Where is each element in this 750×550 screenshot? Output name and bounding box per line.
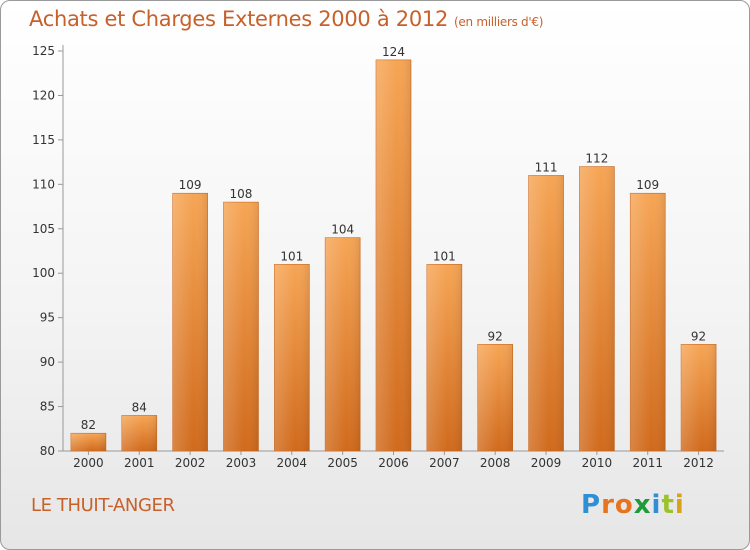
bar-shade: [223, 202, 259, 451]
y-tick-label: 95: [40, 311, 55, 325]
x-tick-label: 2001: [124, 456, 155, 470]
logo-letter: i: [651, 490, 662, 520]
chart-bars: [70, 59, 717, 452]
logo-letter: t: [661, 490, 675, 520]
bar-shade: [477, 344, 513, 451]
x-tick-label: 2008: [480, 456, 511, 470]
bar-value-label: 111: [535, 160, 558, 174]
bar-value-label: 112: [585, 152, 608, 166]
x-tick-label: 2012: [683, 456, 714, 470]
bar-shade: [426, 264, 462, 451]
y-tick-label: 100: [32, 266, 55, 280]
x-tick-label: 2006: [378, 456, 409, 470]
y-tick-label: 90: [40, 355, 55, 369]
bar-shade: [121, 415, 157, 451]
logo-letter: o: [614, 490, 634, 520]
bar-value-label: 101: [280, 249, 303, 263]
logo-letter: x: [633, 490, 652, 520]
bar-value-label: 101: [433, 249, 456, 263]
bar-value-label: 92: [488, 329, 503, 343]
chart-axes: 80 85 90 95 100 105 110 115 120 125: [32, 44, 724, 458]
x-tick-label: 2011: [632, 456, 663, 470]
bar-shade: [579, 166, 615, 452]
bar-value-label: 82: [81, 418, 96, 432]
x-tick-label: 2005: [327, 456, 358, 470]
bar-value-label: 124: [382, 45, 405, 59]
chart-subtitle: (en milliers d'€): [454, 15, 544, 29]
y-tick-label: 120: [32, 88, 55, 102]
x-tick-label: 2002: [175, 456, 206, 470]
y-tick-label: 110: [32, 177, 55, 191]
bar-shade: [528, 175, 564, 451]
bar-value-label: 109: [179, 178, 202, 192]
chart-title: Achats et Charges Externes 2000 à 2012 (e…: [29, 7, 543, 31]
y-tick-label: 115: [32, 133, 55, 147]
bar-value-label: 104: [331, 223, 354, 237]
logo-letter: r: [601, 490, 615, 520]
logo-letter: i: [674, 490, 685, 520]
bar-value-label: 109: [636, 178, 659, 192]
bar-shade: [70, 433, 106, 451]
x-tick-label: 2003: [226, 456, 257, 470]
logo-letter: P: [581, 490, 602, 520]
bar-shade: [325, 237, 361, 451]
bar-shade: [630, 193, 666, 451]
x-tick-label: 2009: [531, 456, 562, 470]
commune-name: LE THUIT-ANGER: [31, 495, 175, 516]
bar-shade: [172, 193, 208, 451]
bar-value-label: 84: [132, 400, 147, 414]
x-tick-label: 2010: [582, 456, 613, 470]
proxiti-logo: Proxiti: [581, 490, 685, 520]
chart-title-text: Achats et Charges Externes 2000 à 2012: [29, 7, 449, 31]
bar-shade: [681, 344, 717, 451]
y-tick-label: 125: [32, 44, 55, 58]
y-tick-label: 85: [40, 400, 55, 414]
bar-shade: [274, 264, 310, 451]
bar-shade: [376, 59, 411, 452]
chart-labels: 82 2000 84 2001 109 2002 108 2003 101 2004 104 2005…: [73, 45, 714, 470]
x-tick-label: 2007: [429, 456, 460, 470]
bar-value-label: 108: [230, 187, 253, 201]
bar-value-label: 92: [691, 329, 706, 343]
x-tick-label: 2004: [277, 456, 308, 470]
x-tick-label: 2000: [73, 456, 104, 470]
y-tick-label: 80: [40, 444, 55, 458]
y-tick-label: 105: [32, 222, 55, 236]
